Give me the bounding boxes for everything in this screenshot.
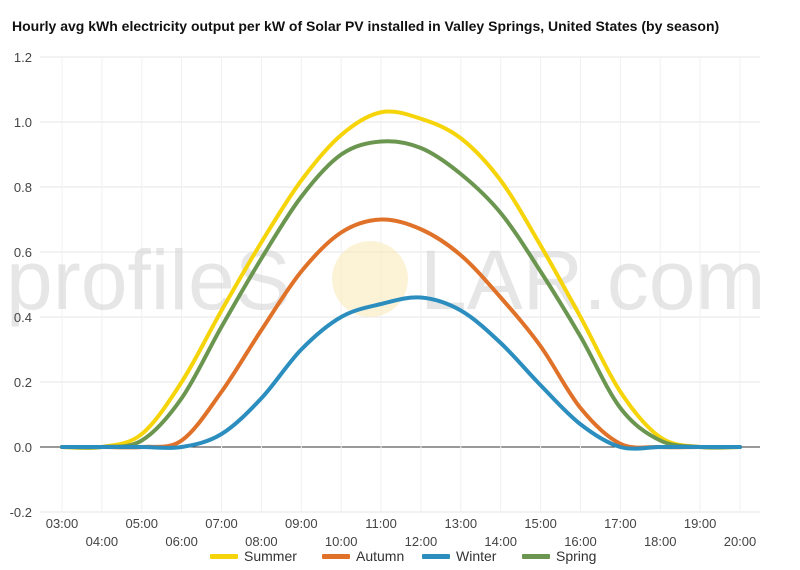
y-tick-label: 1.0 — [14, 115, 32, 130]
watermark-text-left: profileS — [6, 233, 291, 327]
legend-swatch — [522, 553, 550, 559]
x-tick-label: 03:00 — [46, 516, 79, 531]
x-tick-label: 17:00 — [604, 516, 637, 531]
legend-swatch — [210, 553, 238, 559]
x-tick-label: 09:00 — [285, 516, 318, 531]
series-line-winter — [60, 295, 742, 451]
series-line-summer — [60, 109, 742, 450]
x-tick-label: 11:00 — [365, 516, 397, 531]
x-tick-label: 19:00 — [684, 516, 717, 531]
x-tick-label: 20:00 — [724, 534, 757, 549]
watermark: profileS LAR.com — [6, 233, 765, 327]
watermark-sun-icon — [332, 241, 408, 317]
x-axis-ticks: 03:00 04:00 05:00 06:00 07:00 08:00 09:00 10:00… — [46, 516, 757, 549]
series-line-autumn — [60, 217, 742, 450]
x-tick-label: 04:00 — [86, 534, 119, 549]
x-tick-label: 12:00 — [405, 534, 438, 549]
y-axis-ticks: -0.2 0.0 0.2 0.4 0.6 0.8 1.0 1.2 — [10, 50, 32, 520]
x-tick-label: 06:00 — [165, 534, 198, 549]
legend-swatch — [422, 553, 450, 559]
x-tick-label: 10:00 — [325, 534, 358, 549]
x-tick-label: 14:00 — [484, 534, 517, 549]
legend-item-autumn[interactable]: Autumn — [322, 548, 404, 564]
y-tick-label: 0.8 — [14, 180, 32, 195]
y-tick-label: 0.4 — [14, 310, 32, 325]
series-line-spring — [60, 139, 742, 450]
x-tick-label: 07:00 — [205, 516, 238, 531]
series-lines — [60, 109, 742, 451]
x-tick-label: 08:00 — [245, 534, 278, 549]
y-tick-label: -0.2 — [10, 505, 32, 520]
legend-label: Summer — [244, 548, 297, 564]
legend-item-summer[interactable]: Summer — [210, 548, 297, 564]
legend-label: Spring — [556, 548, 597, 564]
legend-label: Autumn — [356, 548, 405, 564]
legend: Summer Autumn Winter Spring — [0, 548, 800, 568]
y-tick-label: 1.2 — [14, 50, 32, 65]
y-tick-label: 0.0 — [14, 440, 32, 455]
x-tick-label: 05:00 — [125, 516, 158, 531]
legend-label: Winter — [456, 548, 497, 564]
legend-swatch — [322, 553, 350, 559]
y-tick-label: 0.2 — [14, 375, 32, 390]
chart-title: Hourly avg kWh electricity output per kW… — [12, 18, 720, 34]
x-tick-label: 16:00 — [564, 534, 597, 549]
watermark-text-right: LAR.com — [420, 233, 765, 327]
x-tick-label: 13:00 — [445, 516, 478, 531]
y-tick-label: 0.6 — [14, 245, 32, 260]
x-tick-label: 15:00 — [524, 516, 557, 531]
legend-item-winter[interactable]: Winter — [422, 548, 496, 564]
x-tick-label: 18:00 — [644, 534, 677, 549]
legend-item-spring[interactable]: Spring — [522, 548, 596, 564]
